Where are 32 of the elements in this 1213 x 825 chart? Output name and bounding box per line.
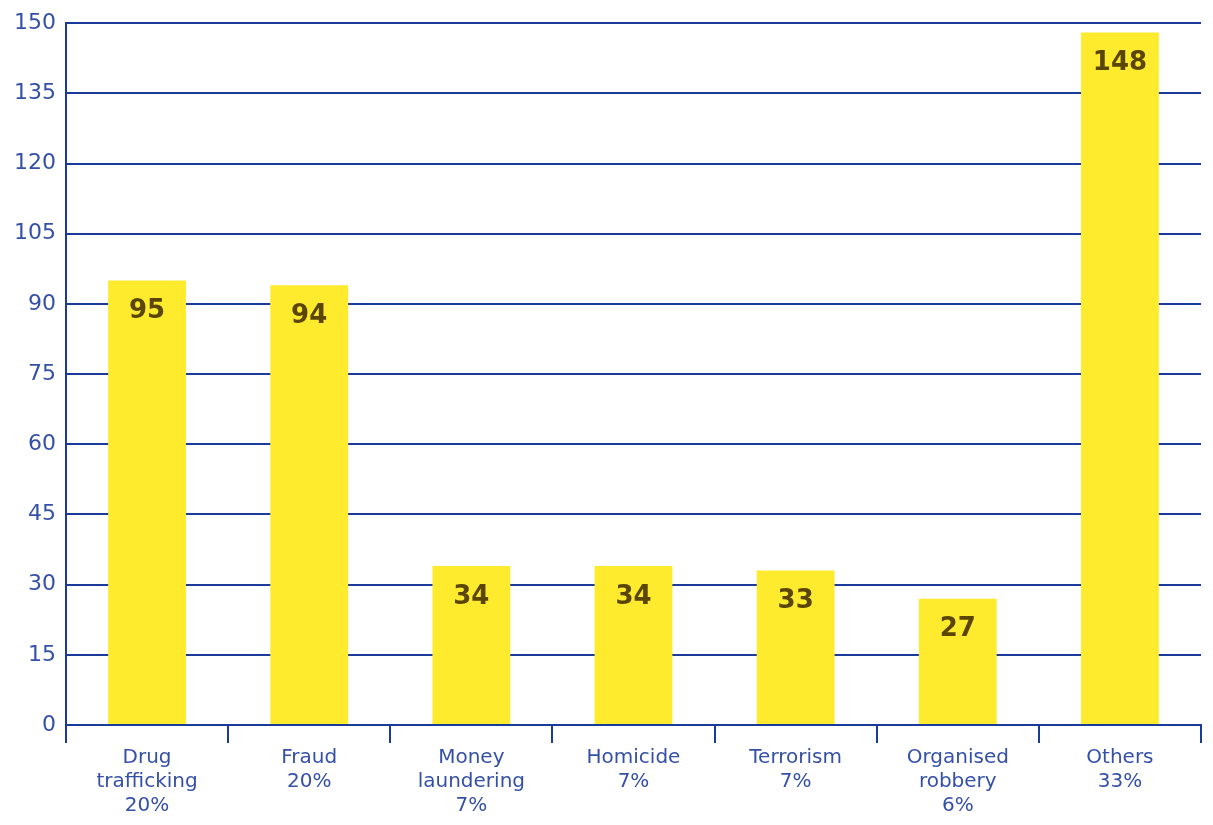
x-tick-label: Organised robbery 6% [906, 744, 1009, 817]
y-tick-label: 75 [27, 359, 56, 385]
data-label: 148 [1092, 46, 1148, 77]
bar [756, 570, 835, 724]
y-tick-label: 105 [13, 219, 56, 245]
y-tick-label: 0 [41, 710, 56, 736]
y-tick-label: 135 [13, 79, 56, 105]
y-tick-label: 150 [13, 8, 56, 34]
data-label: 34 [615, 579, 652, 610]
data-label: 94 [291, 298, 328, 329]
bar [270, 285, 349, 724]
bar [432, 565, 511, 724]
y-tick-label: 90 [27, 289, 56, 315]
x-tick-label: Terrorism 7% [748, 744, 842, 793]
data-label: 95 [128, 294, 166, 325]
y-tick-label: 15 [27, 640, 56, 666]
x-tick-label: Fraud 20% [281, 744, 338, 793]
y-tick-label: 60 [27, 430, 56, 455]
x-tick-label: Others 33% [1086, 744, 1154, 793]
x-tick-label: Homicide 7% [586, 744, 681, 793]
bar [594, 565, 673, 724]
bar [918, 598, 997, 724]
bar [108, 280, 186, 724]
x-tick-label: Drug trafficking 20% [96, 744, 198, 817]
bar [1081, 32, 1159, 724]
data-label: 33 [777, 584, 814, 615]
data-label: 27 [939, 612, 976, 643]
y-tick-label: 120 [13, 149, 56, 175]
y-tick-label: 30 [27, 570, 56, 596]
y-tick-label: 45 [27, 500, 56, 526]
data-label: 34 [453, 579, 490, 610]
x-tick-label: Money laundering 7% [417, 744, 526, 817]
